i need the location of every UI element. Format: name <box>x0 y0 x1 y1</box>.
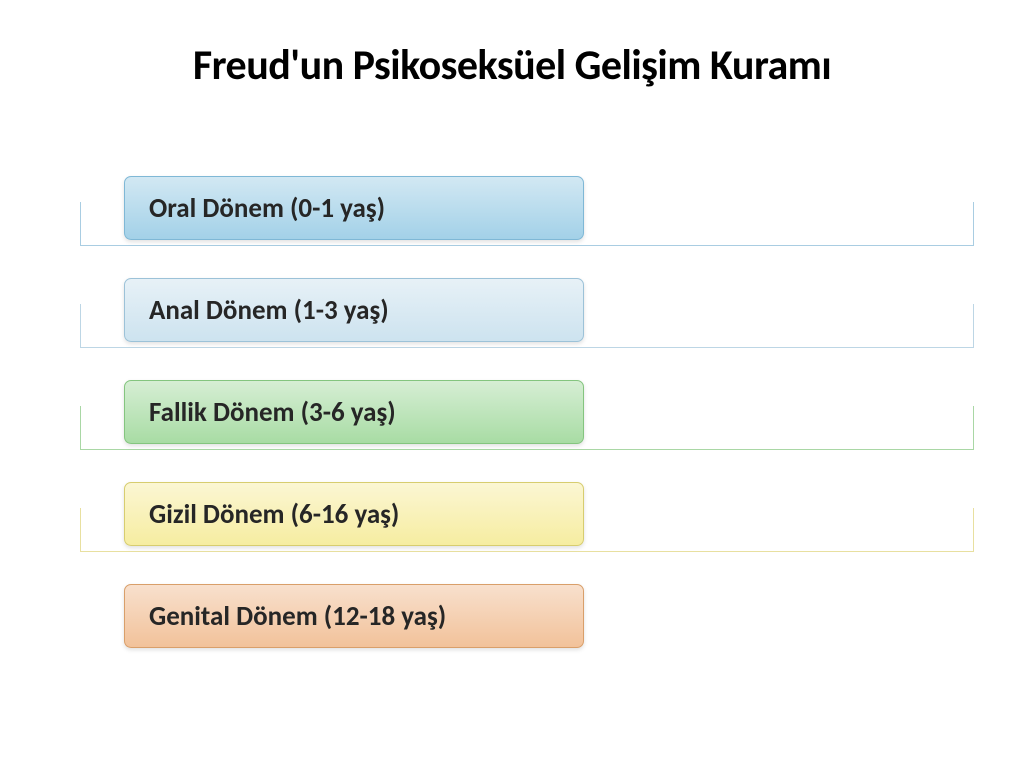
stage-box: Gizil Dönem (6-16 yaş) <box>124 482 584 546</box>
stage-row: Genital Dönem (12-18 yaş) <box>60 584 974 658</box>
stage-box: Oral Dönem (0-1 yaş) <box>124 176 584 240</box>
stage-label: Anal Dönem (1-3 yaş) <box>149 294 389 327</box>
stage-label: Genital Dönem (12-18 yaş) <box>149 600 446 633</box>
page-title: Freud'un Psikoseksüel Gelişim Kuramı <box>50 40 974 91</box>
stage-row: Anal Dönem (1-3 yaş) <box>60 278 974 352</box>
stage-label: Gizil Dönem (6-16 yaş) <box>149 498 399 531</box>
stage-row: Gizil Dönem (6-16 yaş) <box>60 482 974 556</box>
stage-box: Genital Dönem (12-18 yaş) <box>124 584 584 648</box>
stage-label: Fallik Dönem (3-6 yaş) <box>149 396 396 429</box>
stage-row: Oral Dönem (0-1 yaş) <box>60 176 974 250</box>
stages-list: Oral Dönem (0-1 yaş) Anal Dönem (1-3 yaş)… <box>50 176 974 658</box>
slide: Freud'un Psikoseksüel Gelişim Kuramı Ora… <box>0 0 1024 768</box>
stage-label: Oral Dönem (0-1 yaş) <box>149 192 385 225</box>
stage-box: Anal Dönem (1-3 yaş) <box>124 278 584 342</box>
stage-box: Fallik Dönem (3-6 yaş) <box>124 380 584 444</box>
stage-row: Fallik Dönem (3-6 yaş) <box>60 380 974 454</box>
